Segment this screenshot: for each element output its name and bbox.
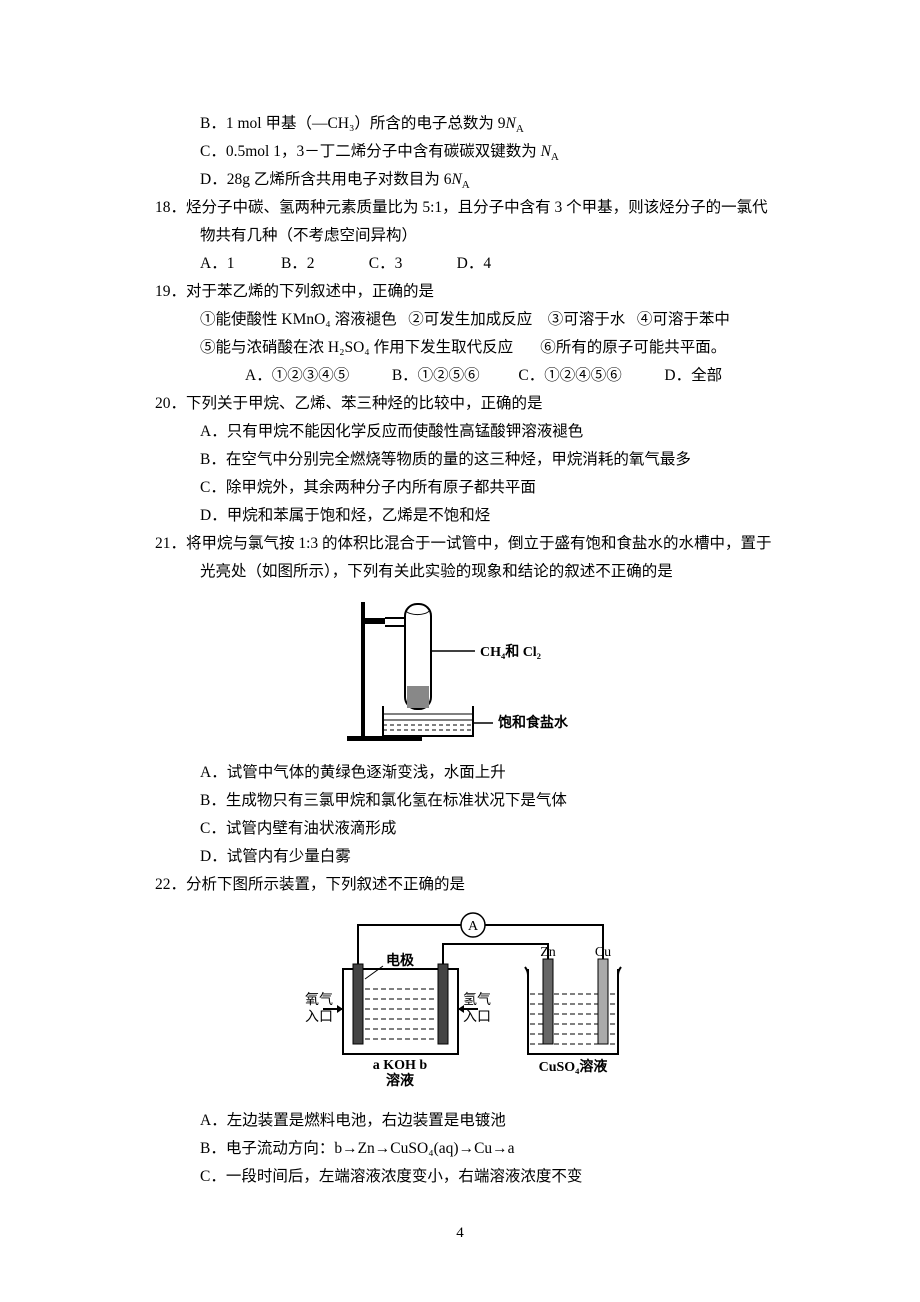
q21-label-gas: CH₄和 Cl₂ [480,644,541,660]
q21-figure: CH₄和 Cl₂ 饱和食盐水 [155,596,790,751]
q22-koh-label-2: 溶液 [386,1072,415,1089]
q18-stem-1: 18．烃分子中碳、氢两种元素质量比为 5:1，且分子中含有 3 个甲基，则该烃分… [155,194,790,222]
q17-option-c-text: C．0.5mol 1，3－丁二烯分子中含有碳碳双键数为 [200,143,541,160]
q17-option-d: D．28g 乙烯所含共用电子对数目为 6NA [200,166,790,194]
q22-option-b: B．电子流动方向：b→Zn→CuSO₄(aq)→Cu→a [200,1135,790,1163]
q20-option-b: B．在空气中分别完全燃烧等物质的量的这三种烃，甲烷消耗的氧气最多 [200,446,790,474]
q19-stem: 19．对于苯乙烯的下列叙述中，正确的是 [155,278,790,306]
q18-options: A．1 B．2 C．3 D．4 [200,250,790,278]
q20-option-d: D．甲烷和苯属于饱和烃，乙烯是不饱和烃 [200,502,790,530]
q22-option-c: C．一段时间后，左端溶液浓度变小，右端溶液浓度不变 [200,1163,790,1191]
q22-zn-label: Zn [540,945,556,960]
q17-option-d-na-a: A [462,179,470,191]
q17-option-b-na-a: A [516,123,524,135]
q17-option-c-na-a: A [551,151,559,163]
q17-option-b: B．1 mol 甲基（—CH₃）所含的电子总数为 9NA [200,110,790,138]
q22-option-a: A．左边装置是燃料电池，右边装置是电镀池 [200,1107,790,1135]
q19-line2: ⑤能与浓硝酸在浓 H₂SO₄ 作用下发生取代反应 ⑥所有的原子可能共平面。 [200,334,790,362]
q17-option-b-text: B．1 mol 甲基（—CH₃）所含的电子总数为 9 [200,115,506,132]
q22-cu-label: Cu [594,945,610,960]
q17-option-c-na-n: N [541,143,551,160]
q21-stem-2: 光亮处（如图所示），下列有关此实验的现象和结论的叙述不正确的是 [200,558,790,586]
q19-line1: ①能使酸性 KMnO₄ 溶液褪色 ②可发生加成反应 ③可溶于水 ④可溶于苯中 [200,306,790,334]
q22-h2-label-2: 入口 [463,1010,491,1025]
q22-o2-label-1: 氧气 [305,992,333,1008]
q21-stem-1: 21．将甲烷与氯气按 1:3 的体积比混合于一试管中，倒立于盛有饱和食盐水的水槽… [155,530,790,558]
q21-label-water: 饱和食盐水 [498,714,569,731]
q22-cuso4-label: CuSO₄溶液 [538,1058,608,1075]
q21-option-b: B．生成物只有三氯甲烷和氯化氢在标准状况下是气体 [200,787,790,815]
q22-ammeter-label: A [467,919,478,934]
q22-diagram-svg: A 电极 氧气 入口 [303,909,643,1099]
q22-koh-label-1: a KOH b [372,1058,427,1073]
q22-figure: A 电极 氧气 入口 [155,909,790,1099]
q18-stem-2: 物共有几种（不考虑空间异构） [200,222,790,250]
q17-option-d-na-n: N [451,171,461,188]
q21-option-d: D．试管内有少量白雾 [200,843,790,871]
q22-electrode-label: 电极 [386,952,415,969]
q21-option-c: C．试管内壁有油状液滴形成 [200,815,790,843]
q22-h2-label-1: 氢气 [463,992,491,1008]
q22-stem: 22．分析下图所示装置，下列叙述不正确的是 [155,871,790,899]
q20-stem: 20．下列关于甲烷、乙烯、苯三种烃的比较中，正确的是 [155,390,790,418]
q19-options: A．①②③④⑤ B．①②⑤⑥ C．①②④⑤⑥ D．全部 [245,362,790,390]
q17-option-c: C．0.5mol 1，3－丁二烯分子中含有碳碳双键数为 NA [200,138,790,166]
q17-option-b-na-n: N [506,115,516,132]
q20-option-a: A．只有甲烷不能因化学反应而使酸性高锰酸钾溶液褪色 [200,418,790,446]
q21-diagram-svg: CH₄和 Cl₂ 饱和食盐水 [343,596,603,751]
page-number: 4 [0,1225,920,1242]
q20-option-c: C．除甲烷外，其余两种分子内所有原子都共平面 [200,474,790,502]
q17-option-d-text: D．28g 乙烯所含共用电子对数目为 6 [200,171,451,188]
q22-o2-label-2: 入口 [305,1010,333,1025]
q21-option-a: A．试管中气体的黄绿色逐渐变浅，水面上升 [200,759,790,787]
